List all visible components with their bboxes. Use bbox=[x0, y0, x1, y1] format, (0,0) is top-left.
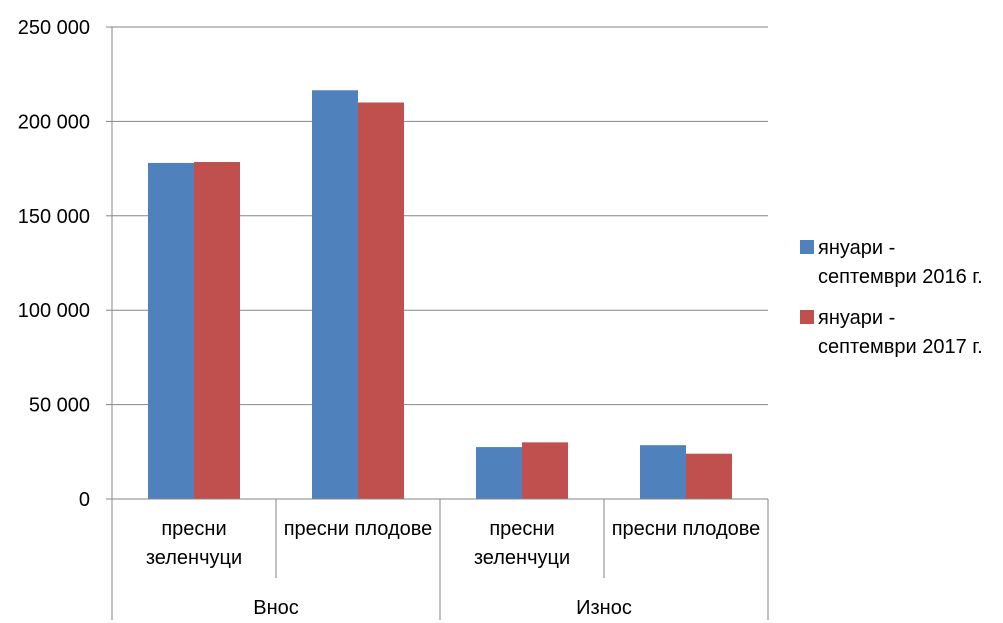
legend-swatch bbox=[800, 240, 814, 254]
bar bbox=[476, 447, 522, 499]
y-tick-label: 150 000 bbox=[18, 206, 90, 228]
legend-label: януари - bbox=[818, 237, 895, 259]
y-tick-label: 0 bbox=[79, 489, 90, 511]
x-group-label: Износ bbox=[576, 597, 632, 619]
legend-label: септември 2016 г. bbox=[818, 266, 983, 288]
bar bbox=[640, 445, 686, 499]
bar bbox=[312, 90, 358, 500]
legend-swatch bbox=[800, 310, 814, 324]
y-tick-label: 50 000 bbox=[29, 395, 90, 417]
legend: януари - септември 2016 г. януари - септемв… bbox=[800, 237, 983, 358]
x-category-label: зеленчуци bbox=[474, 547, 570, 569]
x-group-label: Внос bbox=[253, 597, 299, 619]
legend-label: септември 2017 г. bbox=[818, 336, 983, 358]
x-category-label: пресни bbox=[161, 518, 226, 540]
bar bbox=[148, 162, 194, 499]
y-tick-label: 250 000 bbox=[18, 17, 90, 39]
x-category-label: зеленчуци bbox=[146, 547, 242, 569]
bar bbox=[194, 161, 240, 499]
x-category-label: пресни bbox=[489, 518, 554, 540]
legend-label: януари - bbox=[818, 307, 895, 329]
x-category-label: пресни плодове bbox=[612, 518, 761, 540]
y-tick-labels: 0 50 000 100 000 150 000 200 000 250 000 bbox=[18, 17, 90, 511]
y-tick-label: 100 000 bbox=[18, 300, 90, 322]
x-category-label: пресни плодове bbox=[284, 518, 433, 540]
bar bbox=[522, 442, 568, 499]
x-category-labels: пресни зеленчуци пресни плодове Внос пресни з… bbox=[146, 518, 760, 619]
y-tick-label: 200 000 bbox=[18, 111, 90, 133]
bar bbox=[686, 453, 732, 499]
axes bbox=[106, 26, 769, 620]
bars bbox=[148, 90, 732, 500]
bar bbox=[358, 102, 404, 500]
